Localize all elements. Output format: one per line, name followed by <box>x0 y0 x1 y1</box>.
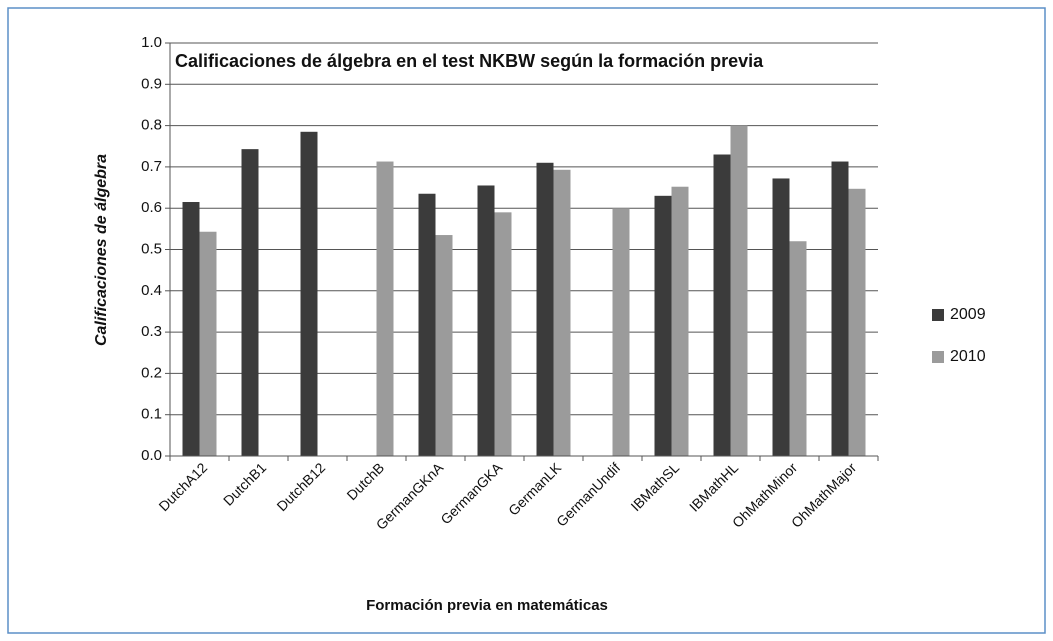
legend-label: 2009 <box>950 306 986 323</box>
y-tick-label: 0.2 <box>141 364 162 381</box>
bar <box>418 193 436 456</box>
y-axis-label: Calificaciones de álgebra <box>93 154 110 346</box>
bar <box>612 208 630 456</box>
x-axis-label: Formación previa en matemáticas <box>366 597 608 614</box>
bar <box>671 186 689 456</box>
bar <box>553 169 571 456</box>
legend-label: 2010 <box>950 348 986 365</box>
bar <box>477 185 495 457</box>
y-tick-label: 0.9 <box>141 75 162 92</box>
y-tick-label: 1.0 <box>141 34 162 51</box>
chart-title: Calificaciones de álgebra en el test NKB… <box>175 51 764 71</box>
y-tick-label: 0.8 <box>141 117 162 134</box>
bar <box>772 178 790 457</box>
bar <box>182 202 200 456</box>
bar <box>199 231 217 456</box>
bar <box>848 188 866 456</box>
bar <box>435 235 453 456</box>
y-tick-label: 0.1 <box>141 406 162 423</box>
bar <box>494 212 512 456</box>
y-tick-label: 0.0 <box>141 447 162 464</box>
bar <box>654 195 672 456</box>
y-tick-label: 0.7 <box>141 158 162 175</box>
frame <box>7 7 1046 634</box>
bar <box>376 161 394 456</box>
bar <box>241 149 259 457</box>
y-tick-label: 0.6 <box>141 199 162 216</box>
bar <box>730 125 748 456</box>
legend-swatch <box>932 351 944 363</box>
y-tick-label: 0.4 <box>141 282 162 299</box>
bar <box>831 161 849 456</box>
bar <box>300 131 318 457</box>
bar <box>713 154 731 456</box>
legend-swatch <box>932 309 944 321</box>
bar <box>536 162 554 456</box>
bar <box>789 241 807 456</box>
y-tick-label: 0.5 <box>141 240 162 257</box>
y-tick-label: 0.3 <box>141 323 162 340</box>
